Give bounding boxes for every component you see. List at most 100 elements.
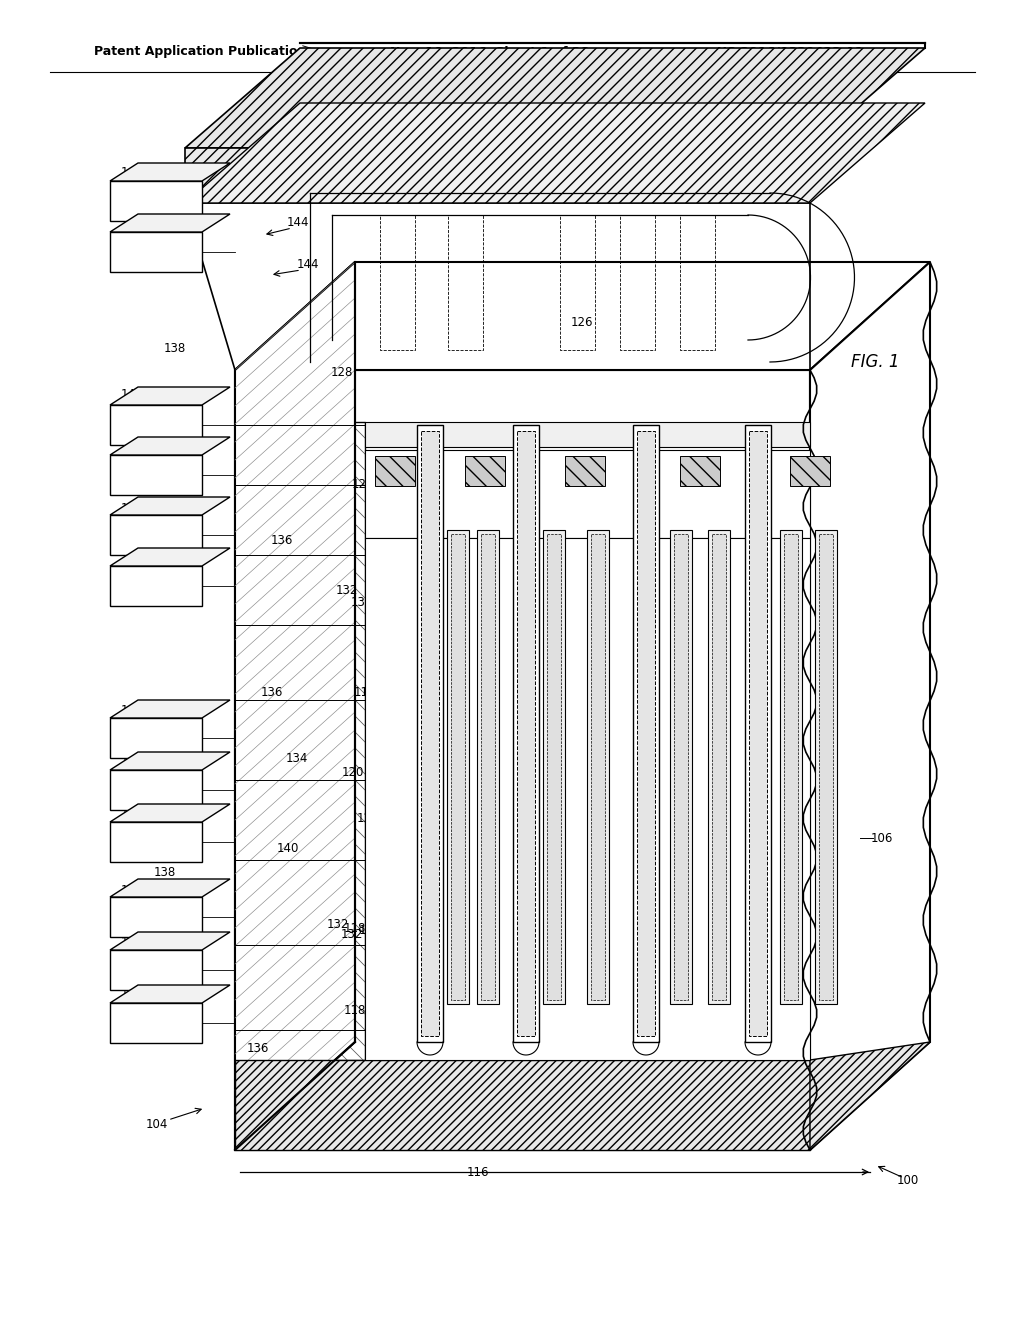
Text: Nov. 10, 2016  Sheet 1 of 28: Nov. 10, 2016 Sheet 1 of 28: [390, 45, 590, 58]
Text: 136: 136: [247, 1041, 269, 1055]
Polygon shape: [708, 531, 730, 1005]
Polygon shape: [481, 535, 495, 1001]
Text: Patent Application Publication: Patent Application Publication: [94, 45, 306, 58]
Polygon shape: [591, 535, 605, 1001]
Text: 132: 132: [351, 595, 373, 609]
Polygon shape: [784, 535, 798, 1001]
Polygon shape: [110, 181, 202, 220]
Text: 132: 132: [336, 583, 358, 597]
Text: 124: 124: [440, 768, 463, 781]
Polygon shape: [375, 455, 415, 486]
Polygon shape: [110, 822, 202, 862]
Text: 144: 144: [297, 259, 319, 272]
Polygon shape: [110, 455, 202, 495]
Polygon shape: [810, 1041, 930, 1150]
Polygon shape: [110, 387, 230, 405]
Text: 142: 142: [121, 704, 143, 717]
Text: 142: 142: [121, 388, 143, 401]
Polygon shape: [565, 455, 605, 486]
Polygon shape: [815, 531, 837, 1005]
Text: 126: 126: [494, 1041, 516, 1055]
Text: 114: 114: [746, 569, 769, 582]
Polygon shape: [465, 455, 505, 486]
Polygon shape: [547, 535, 561, 1001]
Polygon shape: [110, 752, 230, 770]
Polygon shape: [110, 515, 202, 554]
Text: US 2016/0329423 A1: US 2016/0329423 A1: [717, 45, 863, 58]
Polygon shape: [110, 566, 202, 606]
Polygon shape: [110, 804, 230, 822]
Text: 124: 124: [471, 477, 494, 490]
Text: 104: 104: [145, 1118, 168, 1131]
Polygon shape: [110, 770, 202, 810]
Polygon shape: [110, 437, 230, 455]
Text: 132: 132: [327, 919, 349, 932]
Text: 122: 122: [693, 832, 716, 845]
Text: 142: 142: [121, 441, 143, 454]
Polygon shape: [110, 162, 230, 181]
Polygon shape: [712, 535, 726, 1001]
Text: 142: 142: [121, 219, 143, 231]
Text: 122: 122: [650, 1048, 673, 1061]
Text: 112: 112: [607, 711, 630, 725]
Text: 132: 132: [341, 928, 364, 941]
Polygon shape: [185, 148, 810, 203]
Text: 136: 136: [261, 685, 284, 698]
Text: 128: 128: [321, 1131, 343, 1144]
Text: 140: 140: [276, 842, 299, 854]
Text: 138: 138: [164, 342, 186, 355]
Text: 114: 114: [736, 1048, 759, 1061]
Polygon shape: [421, 432, 439, 1036]
Polygon shape: [680, 455, 720, 486]
Text: 112: 112: [656, 552, 679, 565]
Polygon shape: [447, 531, 469, 1005]
Text: 118: 118: [344, 921, 367, 935]
Text: 110: 110: [419, 1006, 441, 1019]
Text: 118: 118: [344, 1003, 367, 1016]
Polygon shape: [587, 531, 609, 1005]
Polygon shape: [110, 950, 202, 990]
Text: 142: 142: [121, 165, 143, 178]
Polygon shape: [185, 48, 925, 148]
Text: 142: 142: [121, 502, 143, 515]
Polygon shape: [110, 985, 230, 1003]
Polygon shape: [365, 422, 810, 447]
Polygon shape: [417, 425, 443, 1041]
Text: 138: 138: [154, 866, 176, 879]
Polygon shape: [110, 405, 202, 445]
Text: 128: 128: [356, 812, 379, 825]
Polygon shape: [790, 455, 830, 486]
Text: 144: 144: [287, 215, 309, 228]
Polygon shape: [234, 261, 930, 370]
Text: 126: 126: [631, 832, 653, 845]
Text: FIG. 1: FIG. 1: [851, 352, 899, 371]
Text: 138: 138: [159, 586, 181, 598]
Polygon shape: [543, 531, 565, 1005]
Text: 110: 110: [486, 521, 509, 535]
Text: 110: 110: [443, 921, 466, 935]
Polygon shape: [633, 425, 659, 1041]
Polygon shape: [185, 103, 925, 203]
Text: 116: 116: [537, 825, 559, 838]
Text: 116: 116: [607, 614, 630, 627]
Text: 124: 124: [421, 1104, 443, 1117]
Polygon shape: [365, 539, 810, 1060]
Polygon shape: [110, 898, 202, 937]
Text: 142: 142: [121, 552, 143, 565]
Text: 122: 122: [717, 573, 739, 586]
Text: 136: 136: [270, 533, 293, 546]
Polygon shape: [110, 548, 230, 566]
Polygon shape: [234, 370, 810, 1150]
Polygon shape: [110, 498, 230, 515]
Text: 142: 142: [121, 936, 143, 949]
Polygon shape: [110, 932, 230, 950]
Polygon shape: [745, 425, 771, 1041]
Text: 142: 142: [121, 883, 143, 896]
Text: 102: 102: [554, 103, 577, 116]
Text: 130: 130: [358, 924, 381, 936]
Polygon shape: [365, 450, 810, 539]
Text: 142: 142: [121, 755, 143, 768]
Text: 108: 108: [537, 994, 559, 1006]
Polygon shape: [749, 432, 767, 1036]
Polygon shape: [234, 261, 355, 1150]
